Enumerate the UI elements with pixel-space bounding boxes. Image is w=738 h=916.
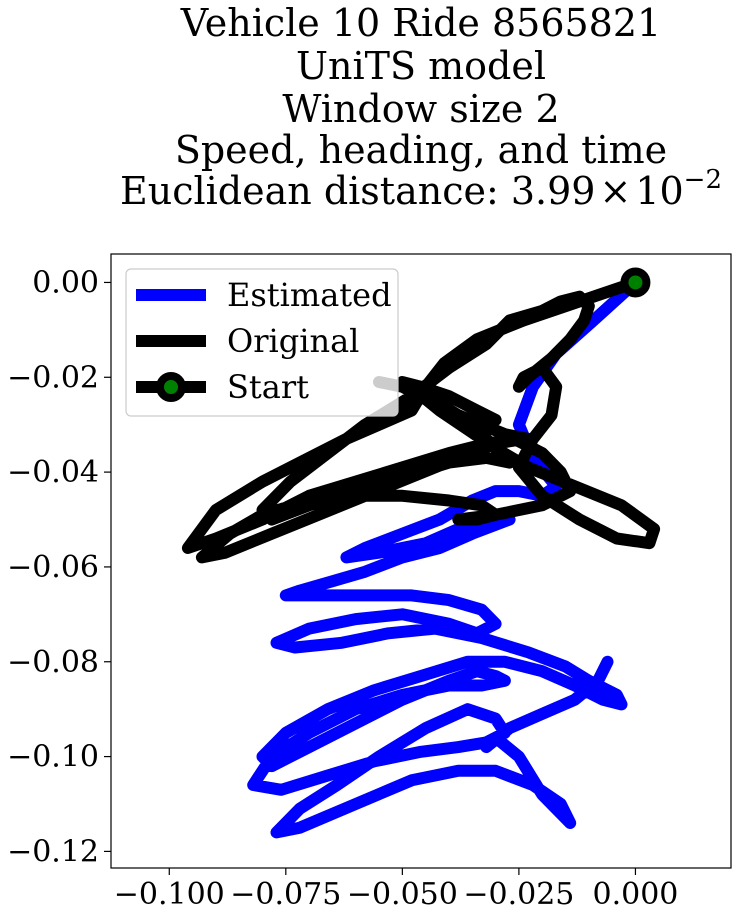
legend: Estimated Original Start	[125, 268, 399, 417]
title-metric-line: Euclidean distance: 3.99 × 10−2	[120, 165, 722, 213]
title-metric-prefix: Euclidean distance: 3.99	[120, 169, 595, 213]
x-tick-label: −0.050	[347, 877, 458, 912]
legend-frame	[125, 268, 399, 417]
x-tick-label: −0.025	[463, 877, 574, 912]
legend-label-start: Start	[227, 368, 309, 406]
x-tick-label: −0.100	[114, 877, 225, 912]
title-metric-times: ×	[599, 169, 631, 213]
title-line-1: Vehicle 10 Ride 8565821	[180, 1, 661, 45]
chart-title: Vehicle 10 Ride 8565821 UniTS model Wind…	[120, 1, 722, 213]
y-tick-label: −0.04	[7, 455, 99, 490]
title-metric-base: 10	[635, 169, 683, 213]
marker-layer	[620, 267, 651, 298]
y-tick-label: 0.00	[32, 265, 99, 300]
y-tick-label: −0.08	[7, 645, 99, 680]
start-marker	[620, 267, 651, 298]
y-tick-label: −0.02	[7, 360, 99, 395]
y-tick-label: −0.10	[7, 740, 99, 775]
x-axis: −0.100 −0.075 −0.050 −0.025 0.000	[114, 868, 678, 912]
title-line-4: Speed, heading, and time	[175, 128, 667, 172]
legend-label-original: Original	[227, 322, 359, 360]
title-metric-exponent: −2	[684, 165, 722, 195]
y-tick-label: −0.12	[7, 834, 99, 869]
y-axis: 0.00 −0.02 −0.04 −0.06 −0.08 −0.10 −0.12	[7, 265, 111, 869]
y-tick-label: −0.06	[7, 550, 99, 585]
legend-label-estimated: Estimated	[227, 276, 392, 314]
title-line-2: UniTS model	[296, 44, 546, 88]
title-line-3: Window size 2	[282, 87, 559, 131]
plot-frame	[110, 253, 732, 869]
x-tick-label: 0.000	[592, 877, 678, 912]
legend-start-marker	[156, 372, 186, 402]
x-tick-label: −0.075	[230, 877, 341, 912]
